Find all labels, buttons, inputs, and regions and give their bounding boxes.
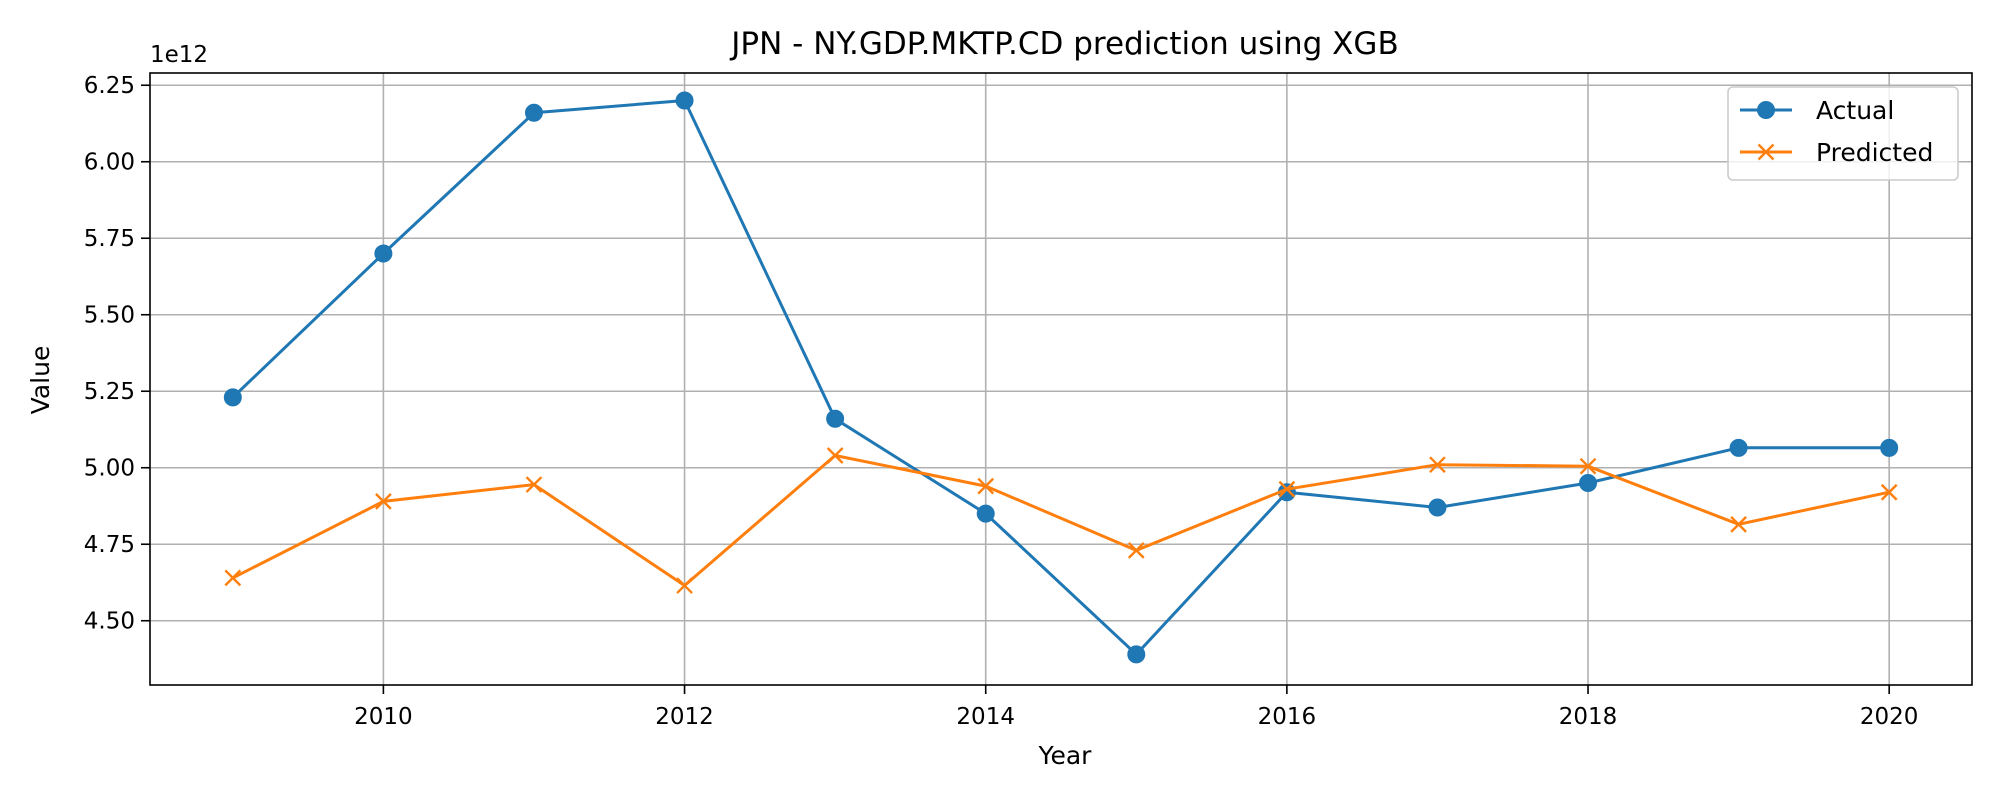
data-point-actual <box>374 244 393 263</box>
series-actual <box>223 91 1899 664</box>
x-tick-label: 2010 <box>354 704 413 730</box>
chart-title: JPN - NY.GDP.MKTP.CD prediction using XG… <box>729 26 1398 62</box>
x-tick-label: 2018 <box>1559 704 1618 730</box>
data-point-actual <box>1729 438 1748 457</box>
plot-frame <box>149 72 1973 686</box>
grid <box>150 73 1972 685</box>
x-tick-label: 2016 <box>1258 704 1317 730</box>
legend: Actual Predicted <box>1727 86 1959 181</box>
y-tick-label: 4.50 <box>84 609 135 635</box>
data-point-actual <box>826 409 845 428</box>
series-line-predicted <box>232 454 1890 587</box>
data-point-predicted <box>826 447 844 464</box>
series-line-actual <box>231 99 1890 656</box>
data-point-predicted <box>1127 542 1145 559</box>
x-tick-label: 2014 <box>956 704 1015 730</box>
y-axis-label: Value <box>26 346 55 415</box>
legend-marker-predicted <box>1757 143 1775 161</box>
data-point-predicted <box>676 577 693 594</box>
x-tick-label: 2012 <box>655 704 714 730</box>
data-point-actual <box>223 388 242 407</box>
x-tick-label: 2020 <box>1860 704 1919 730</box>
legend-label: Predicted <box>1816 138 1933 167</box>
data-point-actual <box>1127 645 1146 664</box>
data-point-actual <box>976 504 995 523</box>
data-point-predicted <box>1429 456 1446 474</box>
data-point-predicted <box>1730 516 1747 533</box>
data-point-predicted <box>525 476 543 493</box>
y-tick-label: 6.25 <box>84 73 135 99</box>
data-point-actual <box>1880 438 1899 457</box>
axis-ticks: 2010 2012 2014 2016 2018 2020 4.50 4.75 5.00 5.25… <box>84 73 1919 730</box>
legend-entry-actual: Actual <box>1740 96 1894 125</box>
y-tick-label: 6.00 <box>84 150 135 176</box>
y-tick-label: 5.25 <box>84 379 135 405</box>
x-axis-label: Year <box>1038 741 1093 770</box>
y-tick-label: 5.00 <box>84 456 135 482</box>
data-point-actual <box>1428 498 1447 517</box>
data-point-predicted <box>977 477 995 495</box>
legend-entry-predicted: Predicted <box>1740 138 1933 167</box>
y-axis-offset-label: 1e12 <box>150 42 208 68</box>
series-group <box>223 91 1899 664</box>
series-predicted <box>224 447 1898 594</box>
y-tick-label: 5.75 <box>84 226 135 252</box>
legend-label: Actual <box>1816 96 1894 125</box>
data-point-predicted <box>1880 483 1898 501</box>
data-point-actual <box>524 103 543 122</box>
data-point-actual <box>675 91 694 110</box>
y-tick-label: 4.75 <box>84 532 135 558</box>
data-point-predicted <box>224 569 242 587</box>
y-tick-label: 5.50 <box>84 303 135 329</box>
data-point-predicted <box>1278 480 1296 498</box>
legend-marker-actual <box>1757 101 1775 119</box>
data-point-predicted <box>1579 457 1597 475</box>
data-point-actual <box>1579 474 1598 493</box>
data-point-predicted <box>375 493 392 510</box>
